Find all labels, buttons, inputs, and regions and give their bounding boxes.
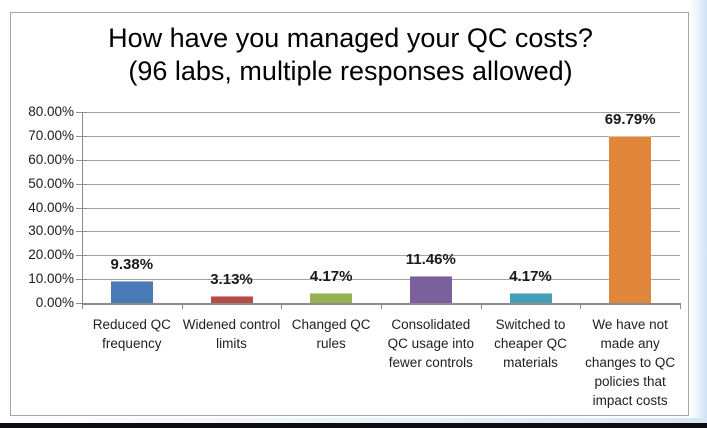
y-axis-label: 80.00% [28, 104, 74, 119]
x-axis-tick [680, 304, 681, 309]
slide-bottom-blue-strip [0, 418, 707, 423]
y-axis-label: 20.00% [28, 247, 74, 263]
x-category-label: Changed QC rules [291, 317, 371, 351]
bar-value-label: 4.17% [309, 268, 353, 286]
y-axis-label: 30.00% [28, 223, 74, 239]
bar-value-label: 3.13% [210, 270, 253, 288]
y-axis-label: 0.00% [35, 295, 74, 310]
chart-title-line2: (96 labs, multiple responses allowed) [128, 56, 573, 86]
gridline [82, 135, 680, 137]
bar-value-label: 69.79% [604, 111, 656, 129]
bar-5 [509, 293, 552, 303]
chart-frame: How have you managed your QC costs? (96 … [10, 12, 689, 416]
x-axis-tick [82, 304, 83, 309]
y-axis-tick [76, 135, 87, 137]
gridline [82, 279, 680, 281]
bar-3 [310, 293, 353, 303]
slide-right-gradient [690, 0, 707, 428]
gridline [82, 231, 680, 233]
y-axis-tick [76, 255, 87, 257]
y-axis-label: 40.00% [28, 199, 74, 215]
bar-4 [409, 275, 452, 303]
gridline [82, 255, 680, 257]
x-category-label: Consolidated QC usage into fewer control… [387, 317, 474, 370]
x-axis-tick [381, 304, 382, 309]
y-axis-tick [76, 112, 87, 113]
x-axis-tick [580, 304, 582, 309]
y-axis-tick [76, 279, 87, 281]
slide-bottom-bar [0, 423, 707, 428]
x-axis-tick [181, 304, 183, 309]
x-category-label: Switched to cheaper QC materials [494, 317, 567, 370]
bar-1 [110, 280, 153, 303]
gridline [82, 159, 680, 161]
chart-title: How have you managed your QC costs? (96 … [11, 22, 690, 88]
y-axis-label: 60.00% [28, 151, 74, 167]
bar-value-label: 4.17% [509, 268, 552, 286]
y-axis-tick [76, 231, 87, 233]
bar-value-label: 11.46% [405, 250, 456, 268]
bar-value-label: 9.38% [110, 255, 154, 273]
y-axis-tick [76, 207, 87, 209]
y-axis-tick [76, 303, 87, 304]
y-axis-label: 50.00% [28, 175, 74, 191]
y-axis-label: 10.00% [28, 271, 74, 287]
bar-2 [210, 295, 253, 303]
x-category-label: Widened control limits [182, 317, 281, 351]
x-category-label: Reduced QC frequency [92, 317, 171, 351]
x-axis-tick [480, 304, 482, 309]
y-axis-tick [76, 183, 87, 185]
gridline [82, 112, 680, 113]
gridline [82, 183, 680, 185]
gridline [82, 207, 680, 209]
y-axis-label: 70.00% [28, 127, 74, 143]
y-axis-tick [76, 159, 87, 161]
bar-6 [609, 136, 652, 303]
x-axis-tick [281, 304, 283, 309]
x-category-label: We have not made any changes to QC polic… [585, 317, 676, 408]
chart-title-line1: How have you managed your QC costs? [108, 23, 593, 53]
